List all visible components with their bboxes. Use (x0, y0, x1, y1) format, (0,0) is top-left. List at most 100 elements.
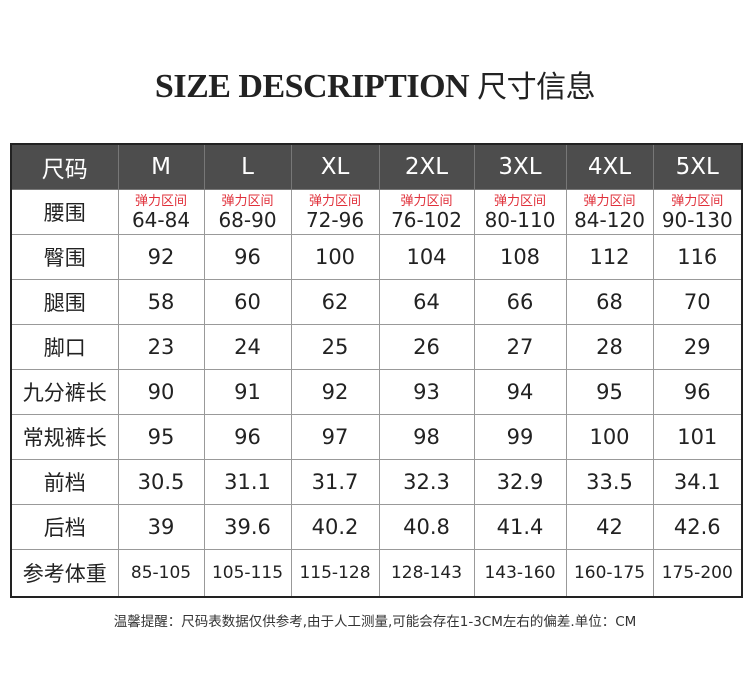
waist-cell: 弹力区间 84-120 (565, 189, 654, 235)
waist-value: 68-90 (218, 207, 277, 232)
row-label: 后档 (10, 504, 119, 550)
table-cell: 28 (565, 324, 654, 370)
size-header: 3XL (473, 143, 567, 190)
table-cell: 95 (117, 414, 205, 460)
table-cell: 112 (565, 234, 654, 280)
elastic-range-note: 弹力区间 (671, 193, 724, 209)
size-header: 4XL (565, 143, 654, 190)
table-cell: 60 (203, 279, 292, 325)
waist-cell: 弹力区间 76-102 (378, 189, 475, 235)
table-cell: 108 (473, 234, 567, 280)
waist-value: 76-102 (391, 207, 462, 232)
title-cn: 尺寸信息 (477, 70, 596, 105)
table-cell: 97 (290, 414, 380, 460)
size-header: XL (290, 143, 380, 190)
table-row-waist: 腰围 弹力区间 64-84 弹力区间 68-90 弹力区间 72-96 弹力区间 76-102 弹… (10, 189, 743, 235)
table-cell: 101 (652, 414, 743, 460)
weight-cell: 175-200 (652, 549, 743, 598)
table-cell: 31.7 (290, 459, 380, 505)
weight-cell: 143-160 (473, 549, 567, 598)
size-header: 2XL (378, 143, 475, 190)
table-cell: 100 (565, 414, 654, 460)
waist-value: 72-96 (305, 207, 365, 232)
row-label: 常规裤长 (10, 414, 119, 460)
table-row: 九分裤长 90 91 92 93 94 95 96 (10, 369, 743, 415)
table-cell: 70 (652, 279, 743, 325)
table-cell: 27 (473, 324, 567, 370)
waist-cell: 弹力区间 80-110 (473, 189, 567, 235)
table-row: 后档 39 39.6 40.2 40.8 41.4 42 42.6 (10, 504, 743, 550)
table-row-weight: 参考体重 85-105 105-115 115-128 128-143 143-160 16… (10, 549, 743, 598)
row-label: 前档 (10, 459, 119, 505)
table-cell: 64 (378, 279, 475, 325)
table-cell: 34.1 (652, 459, 743, 505)
table-cell: 33.5 (565, 459, 654, 505)
waist-value: 64-84 (131, 207, 191, 232)
waist-value: 84-120 (574, 207, 645, 232)
table-cell: 25 (290, 324, 380, 370)
table-cell: 100 (290, 234, 380, 280)
elastic-range-note: 弹力区间 (493, 193, 546, 209)
table-cell: 92 (290, 369, 380, 415)
weight-cell: 128-143 (378, 549, 475, 598)
waist-cell: 弹力区间 64-84 (117, 189, 205, 235)
table-cell: 95 (565, 369, 654, 415)
row-label: 参考体重 (10, 549, 119, 598)
elastic-range-note: 弹力区间 (221, 193, 274, 209)
table-cell: 90 (117, 369, 205, 415)
footer-note: 温馨提醒：尺码表数据仅供参考,由于人工测量,可能会存在1-3CM左右的偏差.单位… (113, 614, 637, 630)
table-cell: 62 (290, 279, 380, 325)
waist-value: 80-110 (484, 207, 556, 232)
table-row: 前档 30.5 31.1 31.7 32.3 32.9 33.5 34.1 (10, 459, 743, 505)
table-cell: 68 (565, 279, 654, 325)
header-row: 尺码 M L XL 2XL 3XL 4XL 5XL (10, 143, 743, 190)
row-label: 腿围 (10, 279, 119, 325)
table-cell: 30.5 (117, 459, 205, 505)
table-cell: 32.3 (378, 459, 475, 505)
table-cell: 31.1 (203, 459, 292, 505)
header-label: 尺码 (10, 143, 119, 190)
table-row: 腿围 58 60 62 64 66 68 70 (10, 279, 743, 325)
table-cell: 96 (203, 234, 292, 280)
table-cell: 24 (203, 324, 292, 370)
size-table: 尺码 M L XL 2XL 3XL 4XL 5XL 腰围 弹力区间 64-84 弹力区间 68-90 弹… (10, 143, 743, 598)
table-cell: 93 (378, 369, 475, 415)
row-label: 九分裤长 (10, 369, 119, 415)
table-cell: 39.6 (203, 504, 292, 550)
table-cell: 41.4 (473, 504, 567, 550)
table-cell: 39 (117, 504, 205, 550)
table-cell: 58 (117, 279, 205, 325)
table-row: 常规裤长 95 96 97 98 99 100 101 (10, 414, 743, 460)
table-cell: 26 (378, 324, 475, 370)
weight-cell: 115-128 (290, 549, 380, 598)
elastic-range-note: 弹力区间 (308, 193, 361, 209)
weight-cell: 160-175 (565, 549, 654, 598)
table-cell: 23 (117, 324, 205, 370)
title-en: SIZE DESCRIPTION (154, 68, 470, 105)
table-cell: 104 (378, 234, 475, 280)
elastic-range-note: 弹力区间 (134, 193, 187, 209)
table-cell: 40.2 (290, 504, 380, 550)
size-header: L (203, 143, 292, 190)
weight-cell: 105-115 (203, 549, 292, 598)
size-header: 5XL (652, 143, 743, 190)
waist-cell: 弹力区间 90-130 (652, 189, 743, 235)
waist-cell: 弹力区间 68-90 (203, 189, 292, 235)
size-header: M (117, 143, 205, 190)
waist-cell: 弹力区间 72-96 (290, 189, 380, 235)
table-cell: 92 (117, 234, 205, 280)
table-cell: 66 (473, 279, 567, 325)
waist-value: 90-130 (661, 207, 733, 232)
table-row: 臀围 92 96 100 104 108 112 116 (10, 234, 743, 280)
table-row: 脚口 23 24 25 26 27 28 29 (10, 324, 743, 370)
row-label: 臀围 (10, 234, 119, 280)
table-cell: 96 (652, 369, 743, 415)
elastic-range-note: 弹力区间 (583, 193, 636, 209)
table-cell: 94 (473, 369, 567, 415)
table-cell: 99 (473, 414, 567, 460)
elastic-range-note: 弹力区间 (400, 193, 453, 209)
table-cell: 96 (203, 414, 292, 460)
weight-cell: 85-105 (117, 549, 205, 598)
table-cell: 116 (652, 234, 743, 280)
table-cell: 42 (565, 504, 654, 550)
